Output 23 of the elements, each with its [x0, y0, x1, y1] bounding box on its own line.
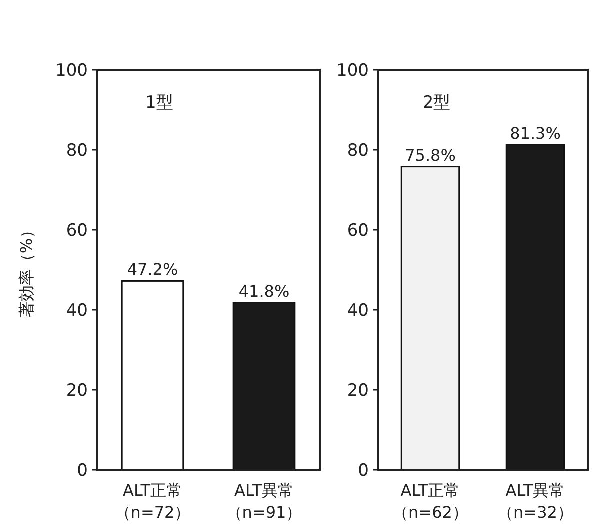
- y-tick-label: 80: [66, 141, 88, 161]
- x-tick-label: ALT正常（n=62）: [392, 481, 468, 522]
- data-label: 41.8%: [238, 282, 290, 301]
- y-tick-label: 60: [347, 221, 369, 241]
- x-tick-label: ALT正常（n=72）: [114, 481, 191, 522]
- y-tick-label: 0: [77, 461, 88, 481]
- text: 2型: [422, 93, 451, 113]
- data-label: 81.3%: [510, 124, 561, 143]
- x-tick-label: ALT異常（n=32）: [498, 481, 574, 522]
- y-axis-title: 著効率（%）: [17, 222, 36, 318]
- y-tick-label: 20: [66, 381, 88, 401]
- y-tick-label: 40: [347, 301, 369, 321]
- y-tick-label: 20: [347, 381, 369, 401]
- y-tick-label: 0: [358, 461, 369, 481]
- y-tick-label: 100: [336, 61, 369, 81]
- x-tick-label: ALT異常（n=91）: [226, 481, 302, 522]
- text: 1型: [146, 93, 174, 113]
- y-tick-label: 60: [66, 221, 88, 241]
- data-label: 75.8%: [405, 146, 456, 165]
- y-tick-label: 100: [56, 61, 88, 81]
- data-label: 47.2%: [127, 260, 178, 280]
- y-tick-label: 40: [66, 301, 88, 321]
- y-tick-label: 80: [347, 141, 369, 161]
